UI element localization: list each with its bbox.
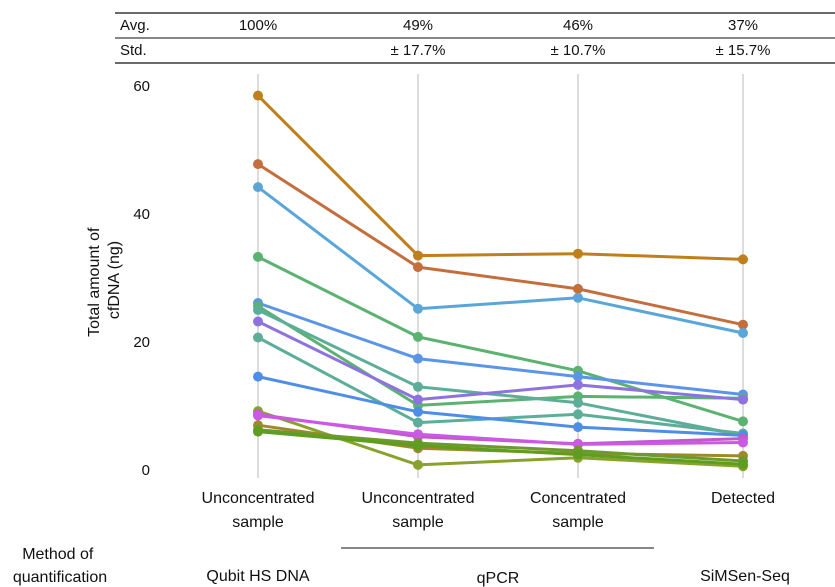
data-point (253, 305, 263, 315)
series-line (257, 185, 744, 335)
series-line (257, 320, 744, 402)
avg-cell: 46% (563, 17, 593, 34)
series-10 (253, 371, 748, 441)
data-point (413, 429, 423, 440)
series-lines (253, 90, 748, 472)
avg-cell: 37% (728, 17, 758, 34)
series-8 (253, 316, 748, 405)
data-point (253, 426, 263, 437)
series-line (257, 428, 744, 463)
y-tick-label: 0 (142, 462, 150, 479)
avg-cell: 100% (239, 17, 277, 34)
data-point (738, 437, 748, 448)
method-row: Method of quantification Qubit HS DNA qP… (13, 546, 790, 587)
y-tick-label: 40 (133, 206, 150, 223)
data-point (738, 319, 748, 330)
summary-table: Avg. Std. 100% 49% 46% 37% ± 17.7% ± 10.7% ± … (115, 12, 835, 64)
avg-cell: 49% (403, 17, 433, 34)
series-line (257, 308, 744, 437)
data-point (253, 251, 263, 262)
series-line (256, 94, 744, 261)
data-point (253, 90, 263, 101)
data-point (253, 371, 263, 382)
data-point (253, 410, 263, 421)
series-16 (253, 426, 748, 470)
x-axis-categories: Unconcentrated sample Unconcentrated sample… (202, 490, 776, 531)
data-point (413, 262, 423, 273)
data-point (253, 159, 263, 170)
data-point (413, 353, 423, 364)
data-point (573, 292, 583, 303)
series-2 (253, 159, 748, 330)
series-13 (253, 410, 748, 450)
y-tick-label: 20 (133, 334, 150, 351)
data-point (253, 332, 263, 343)
std-row-label: Std. (120, 42, 147, 59)
data-point (413, 459, 423, 470)
data-point (573, 371, 583, 382)
method-simsen-seq: SiMSen-Seq (700, 568, 790, 585)
y-tick-label: 60 (133, 78, 150, 95)
data-point (413, 303, 423, 314)
x-tick-label: Unconcentrated sample (362, 490, 475, 531)
data-point (573, 409, 583, 420)
x-tick-label: Unconcentrated sample (202, 490, 315, 531)
data-point (253, 182, 263, 193)
x-tick-label: Concentrated sample (530, 490, 626, 531)
y-axis-label: Total amount of cfDNA (ng) (86, 223, 123, 337)
data-point (738, 459, 748, 470)
method-row-label: Method of quantification (13, 546, 107, 586)
series-line (257, 430, 744, 466)
data-point (413, 440, 423, 451)
data-point (253, 316, 263, 327)
data-point (573, 449, 583, 460)
data-point (573, 248, 583, 259)
data-point (573, 397, 583, 408)
data-point (573, 283, 583, 294)
std-row: ± 17.7% ± 10.7% ± 15.7% (391, 42, 771, 59)
data-point (573, 422, 583, 433)
data-point (738, 254, 748, 265)
series-line (257, 304, 744, 407)
series-3 (253, 182, 748, 338)
y-axis: 0 20 40 60 (133, 78, 150, 479)
data-point (413, 406, 423, 417)
x-tick-label: Detected (711, 490, 775, 507)
std-cell: ± 10.7% (551, 42, 606, 59)
series-line (257, 301, 744, 396)
series-line (257, 414, 744, 446)
data-point (738, 416, 748, 427)
data-point (413, 331, 423, 342)
data-point (413, 394, 423, 405)
std-cell: ± 15.7% (716, 42, 771, 59)
avg-row-label: Avg. (120, 17, 150, 34)
series-line (257, 375, 744, 437)
method-qpcr: qPCR (477, 570, 520, 587)
series-1 (253, 90, 748, 265)
data-point (413, 250, 423, 261)
series-line (257, 162, 744, 327)
data-point (413, 381, 423, 392)
avg-row: 100% 49% 46% 37% (239, 17, 758, 34)
data-point (413, 417, 423, 428)
method-qubit: Qubit HS DNA (206, 568, 309, 585)
std-cell: ± 17.7% (391, 42, 446, 59)
data-point (738, 328, 748, 338)
data-point (573, 379, 583, 390)
data-point (738, 394, 748, 405)
